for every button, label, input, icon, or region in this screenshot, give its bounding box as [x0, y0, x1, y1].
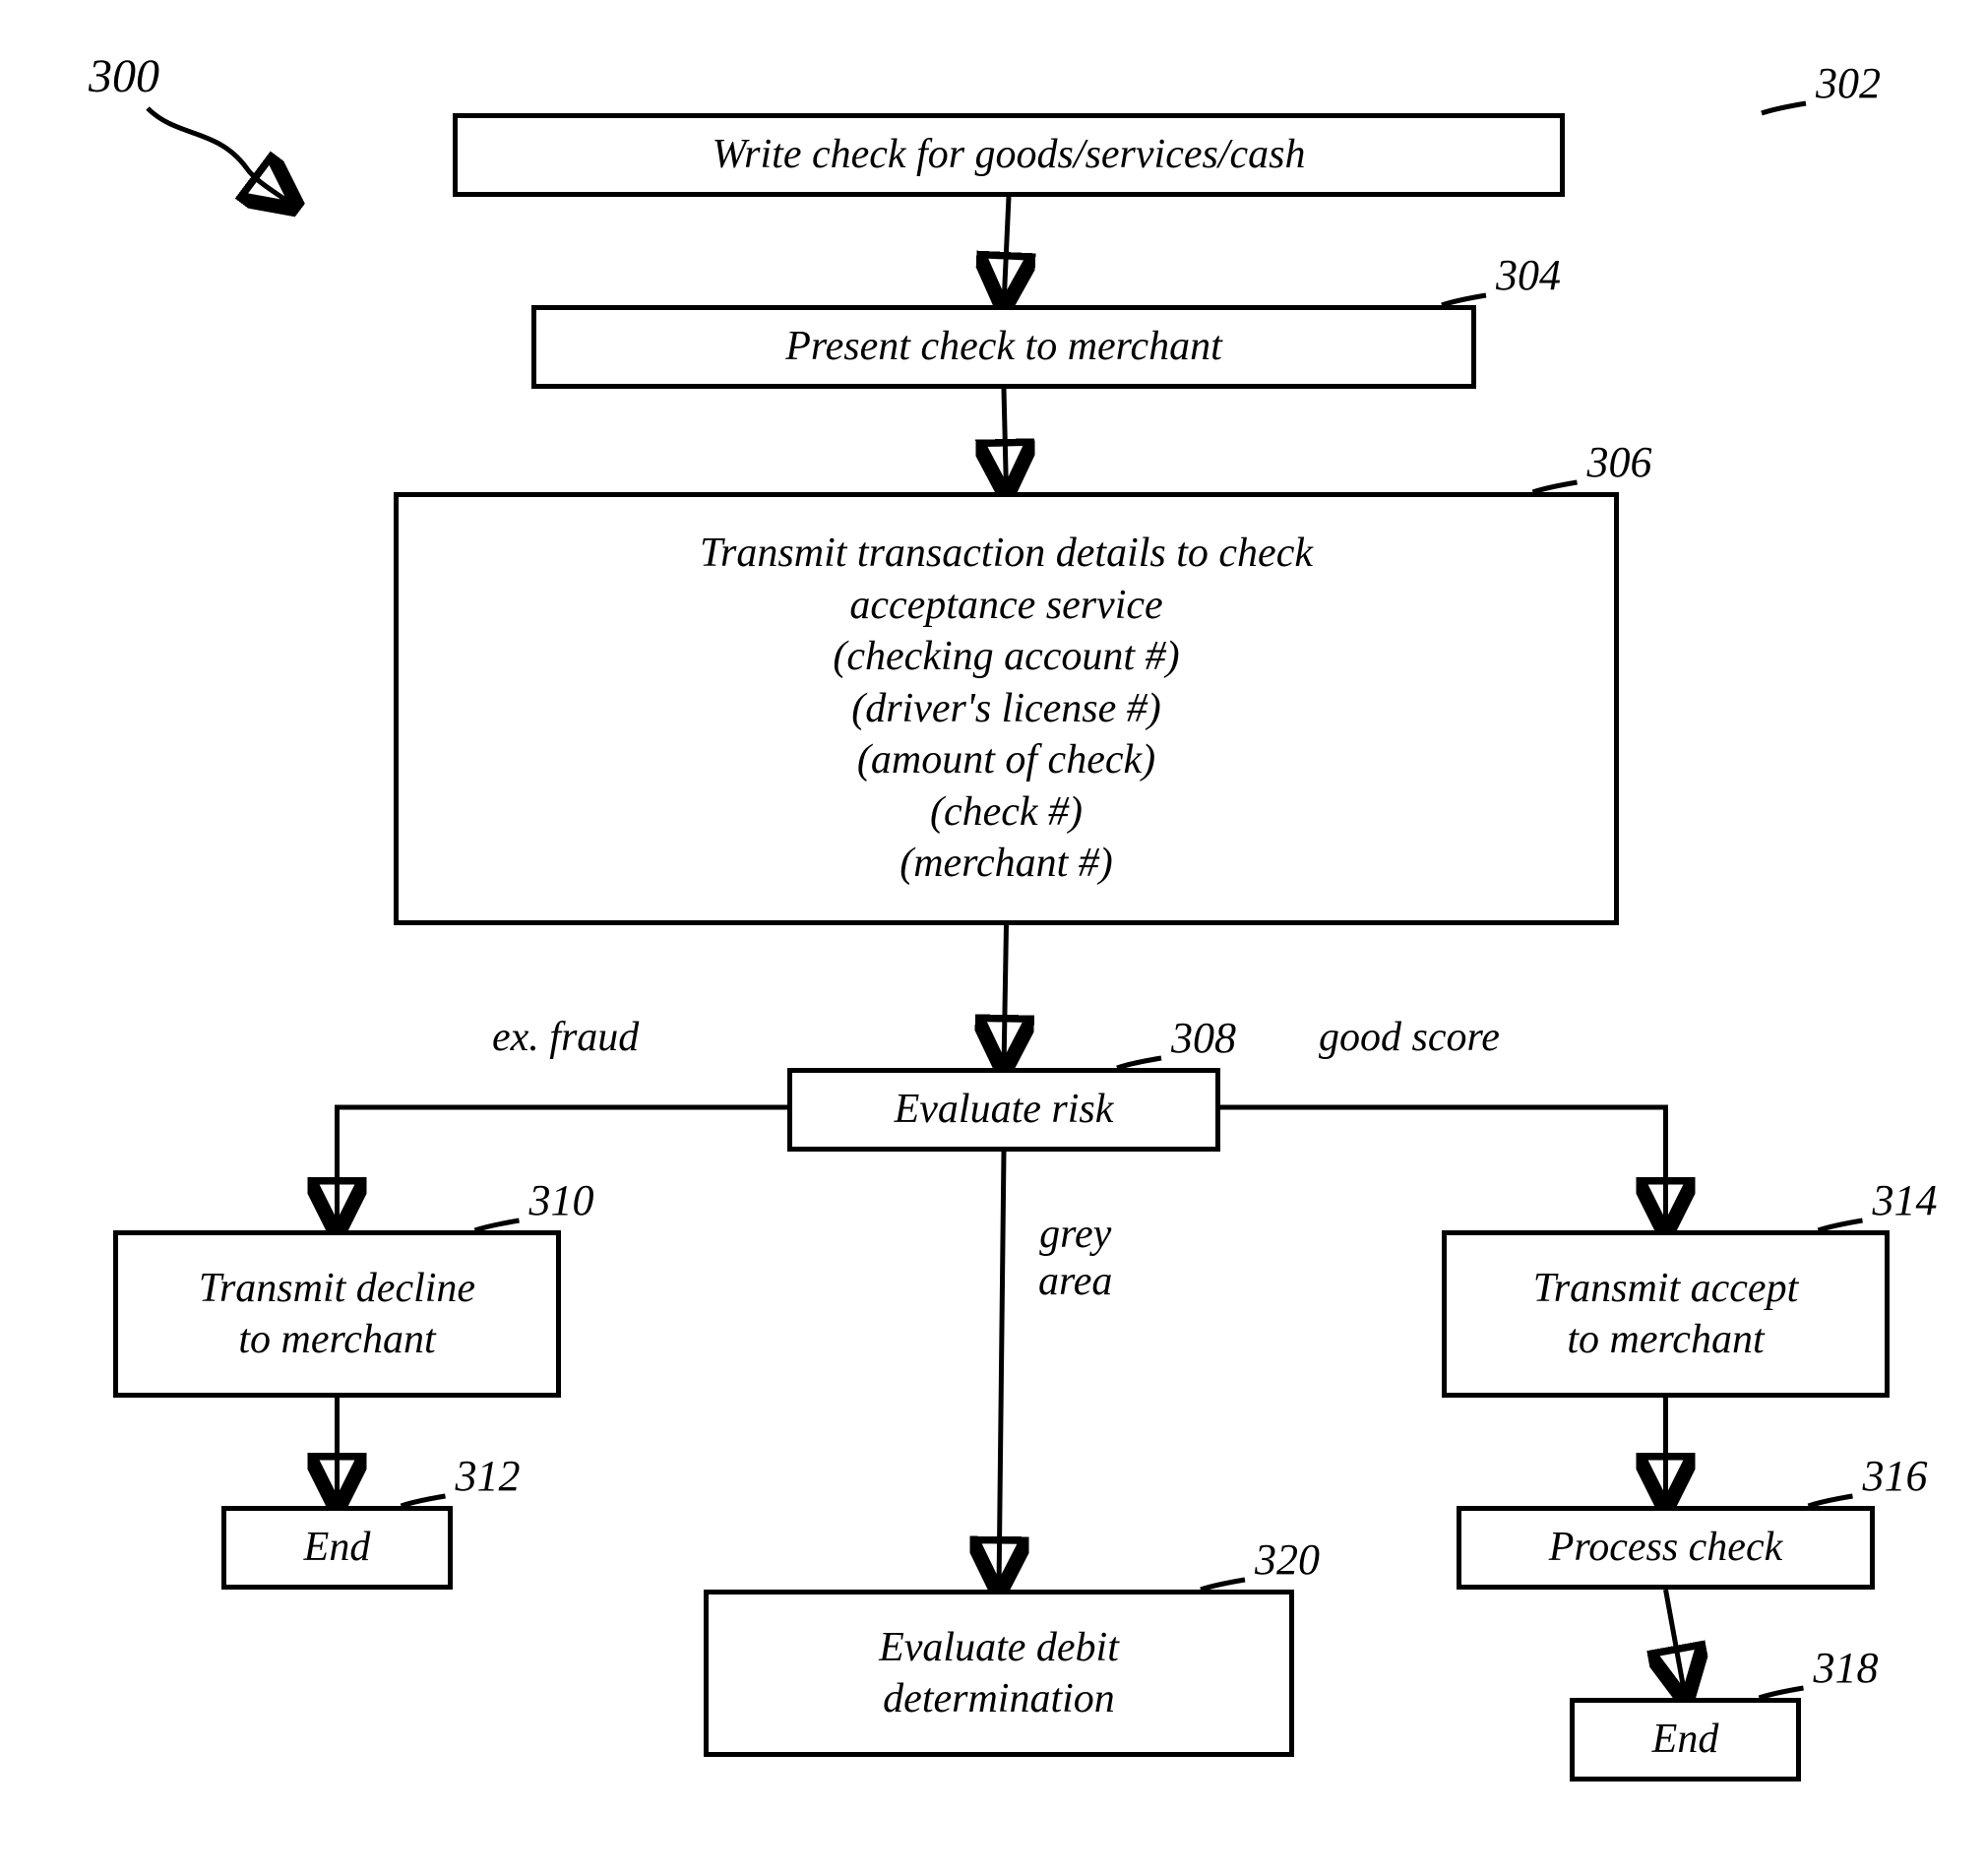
ref-label-306: 306 [1587, 438, 1652, 488]
flowchart-node-320: Evaluate debitdetermination [704, 1590, 1294, 1757]
node-text: (checking account #) [833, 631, 1179, 683]
ref-label-310: 310 [529, 1176, 594, 1226]
node-text: (driver's license #) [851, 683, 1161, 735]
node-text: to merchant [238, 1314, 435, 1366]
ref-label-302: 302 [1816, 59, 1881, 109]
figure-number-label: 300 [89, 49, 159, 103]
node-text: (merchant #) [899, 838, 1113, 890]
ref-label-304: 304 [1496, 251, 1561, 301]
node-text: Process check [1549, 1522, 1782, 1574]
node-text: Write check for goods/services/cash [712, 129, 1305, 181]
ref-label-316: 316 [1863, 1452, 1928, 1502]
flowchart-node-306: Transmit transaction details to checkacc… [394, 492, 1619, 925]
flowchart-node-318: End [1570, 1698, 1801, 1782]
node-text: Transmit transaction details to check [700, 528, 1313, 580]
node-text: acceptance service [849, 580, 1162, 632]
flowchart-node-302: Write check for goods/services/cash [453, 113, 1565, 197]
ref-label-314: 314 [1873, 1176, 1938, 1226]
node-text: Evaluate debit [879, 1622, 1119, 1674]
node-text: to merchant [1567, 1314, 1764, 1366]
ref-label-320: 320 [1255, 1535, 1320, 1586]
node-text: (check #) [930, 786, 1083, 839]
flowchart-node-310: Transmit declineto merchant [113, 1230, 561, 1398]
ref-label-318: 318 [1814, 1644, 1879, 1694]
node-text: Transmit accept [1533, 1263, 1799, 1315]
ref-label-308: 308 [1171, 1014, 1236, 1064]
flowchart-node-314: Transmit acceptto merchant [1442, 1230, 1890, 1398]
node-text: Transmit decline [199, 1263, 475, 1315]
flowchart-node-304: Present check to merchant [531, 305, 1476, 389]
flowchart-node-316: Process check [1457, 1506, 1875, 1590]
flowchart-node-312: End [221, 1506, 453, 1590]
node-text: determination [883, 1673, 1115, 1725]
ref-label-312: 312 [456, 1452, 521, 1502]
node-text: Evaluate risk [895, 1084, 1114, 1136]
branch-label-right: good score [1319, 1014, 1500, 1061]
node-text: End [304, 1522, 371, 1574]
node-text: Present check to merchant [785, 321, 1222, 373]
node-text: End [1652, 1714, 1719, 1766]
branch-label-left: ex. fraud [492, 1014, 639, 1061]
branch-label-down: greyarea [1038, 1211, 1112, 1306]
flowchart-node-308: Evaluate risk [787, 1068, 1220, 1152]
node-text: (amount of check) [857, 734, 1155, 786]
